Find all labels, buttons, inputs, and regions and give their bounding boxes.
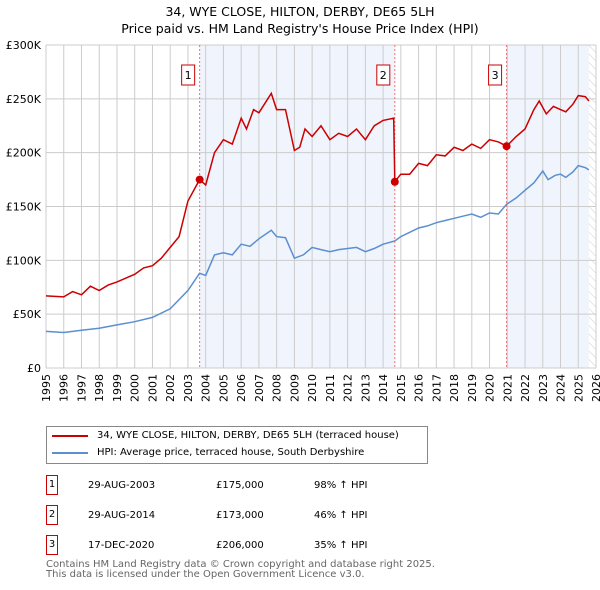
sale-price: £206,000 <box>216 539 264 551</box>
x-tick-label: 2006 <box>235 374 248 402</box>
sale-marker-badge: 1 <box>46 475 58 495</box>
x-tick-label: 2000 <box>129 374 142 402</box>
x-tick-label: 2014 <box>377 374 390 402</box>
sale-point <box>390 177 399 186</box>
legend-label-property: 34, WYE CLOSE, HILTON, DERBY, DE65 5LH (… <box>97 430 399 441</box>
sale-label: 3 <box>492 69 499 82</box>
sale-marker-badge: 3 <box>46 535 58 555</box>
x-tick-label: 1996 <box>58 374 71 402</box>
x-tick-label: 1995 <box>40 374 53 402</box>
x-tick-label: 2013 <box>359 374 372 402</box>
x-tick-label: 2023 <box>537 374 550 402</box>
x-tick-label: 2020 <box>484 374 497 402</box>
series-line <box>45 91 590 298</box>
series-line <box>45 164 590 334</box>
sale-date: 29-AUG-2003 <box>88 479 156 491</box>
sale-point <box>502 142 511 151</box>
sale-date: 17-DEC-2020 <box>88 539 155 551</box>
footer: Contains HM Land Registry data © Crown c… <box>46 560 435 580</box>
x-tick-label: 2017 <box>430 374 443 402</box>
sale-hpi-diff: 46% ↑ HPI <box>314 509 368 521</box>
x-tick-label: 2024 <box>555 374 568 402</box>
chart-subtitle: Price paid vs. HM Land Registry's House … <box>121 21 479 36</box>
sale-label-box <box>488 64 503 86</box>
sale-label: 2 <box>380 69 387 82</box>
legend-red-line <box>52 434 88 437</box>
x-tick-label: 2011 <box>324 374 337 402</box>
x-tick-label: 2001 <box>146 374 159 402</box>
y-tick-label: £0 <box>27 362 41 375</box>
sale-label-box <box>181 64 196 86</box>
x-tick-label: 2026 <box>590 374 600 402</box>
x-tick-label: 1999 <box>111 374 124 402</box>
sale-row: 2 29-AUG-2014 £173,000 46% ↑ HPI <box>46 505 367 525</box>
y-tick-label: £300K <box>6 39 42 52</box>
x-tick-label: 2009 <box>288 374 301 402</box>
sale-label: 1 <box>185 69 192 82</box>
x-tick-label: 1997 <box>75 374 88 402</box>
sale-price: £175,000 <box>216 479 264 491</box>
legend-blue-line <box>52 451 88 454</box>
y-tick-label: £100K <box>6 254 42 267</box>
x-tick-label: 2016 <box>413 374 426 402</box>
x-tick-label: 2005 <box>217 374 230 402</box>
sale-row: 1 29-AUG-2003 £175,000 98% ↑ HPI <box>46 475 367 495</box>
y-tick-label: £250K <box>6 93 42 106</box>
x-tick-label: 2019 <box>466 374 479 402</box>
x-tick-label: 2018 <box>448 374 461 402</box>
sale-hpi-diff: 98% ↑ HPI <box>314 479 368 491</box>
x-tick-label: 2004 <box>200 374 213 402</box>
x-tick-label: 2010 <box>306 374 319 402</box>
y-tick-label: £50K <box>13 308 42 321</box>
sale-row: 3 17-DEC-2020 £206,000 35% ↑ HPI <box>46 535 367 555</box>
footer-line-2: This data is licensed under the Open Gov… <box>46 569 365 580</box>
sale-marker-badge: 2 <box>46 505 58 525</box>
plot-area: 1995 1996 1997 1998 1999 2000 2001 2002 2003 2004… <box>6 39 600 402</box>
sale-hpi-diff: 35% ↑ HPI <box>314 539 368 551</box>
sale-label-box <box>376 64 391 86</box>
chart-title: 34, WYE CLOSE, HILTON, DERBY, DE65 5LH <box>165 4 435 19</box>
x-tick-label: 2021 <box>501 374 514 402</box>
x-tick-label: 2015 <box>395 374 408 402</box>
x-tick-label: 2007 <box>253 374 266 402</box>
legend: 34, WYE CLOSE, HILTON, DERBY, DE65 5LH (… <box>46 426 428 464</box>
x-tick-label: 2008 <box>271 374 284 402</box>
legend-label-hpi: HPI: Average price, terraced house, Sout… <box>97 447 365 458</box>
x-tick-label: 2022 <box>519 374 532 402</box>
y-tick-label: £150K <box>6 201 42 214</box>
x-tick-label: 2012 <box>342 374 355 402</box>
x-tick-label: 2025 <box>572 374 585 402</box>
y-tick-label: £200K <box>6 147 42 160</box>
sale-price: £173,000 <box>216 509 264 521</box>
x-tick-label: 2002 <box>164 374 177 402</box>
x-tick-label: 1998 <box>93 374 106 402</box>
footer-line-1: Contains HM Land Registry data © Crown c… <box>46 559 435 570</box>
sale-point <box>195 175 204 184</box>
sale-date: 29-AUG-2014 <box>88 509 156 521</box>
x-tick-label: 2003 <box>182 374 195 402</box>
